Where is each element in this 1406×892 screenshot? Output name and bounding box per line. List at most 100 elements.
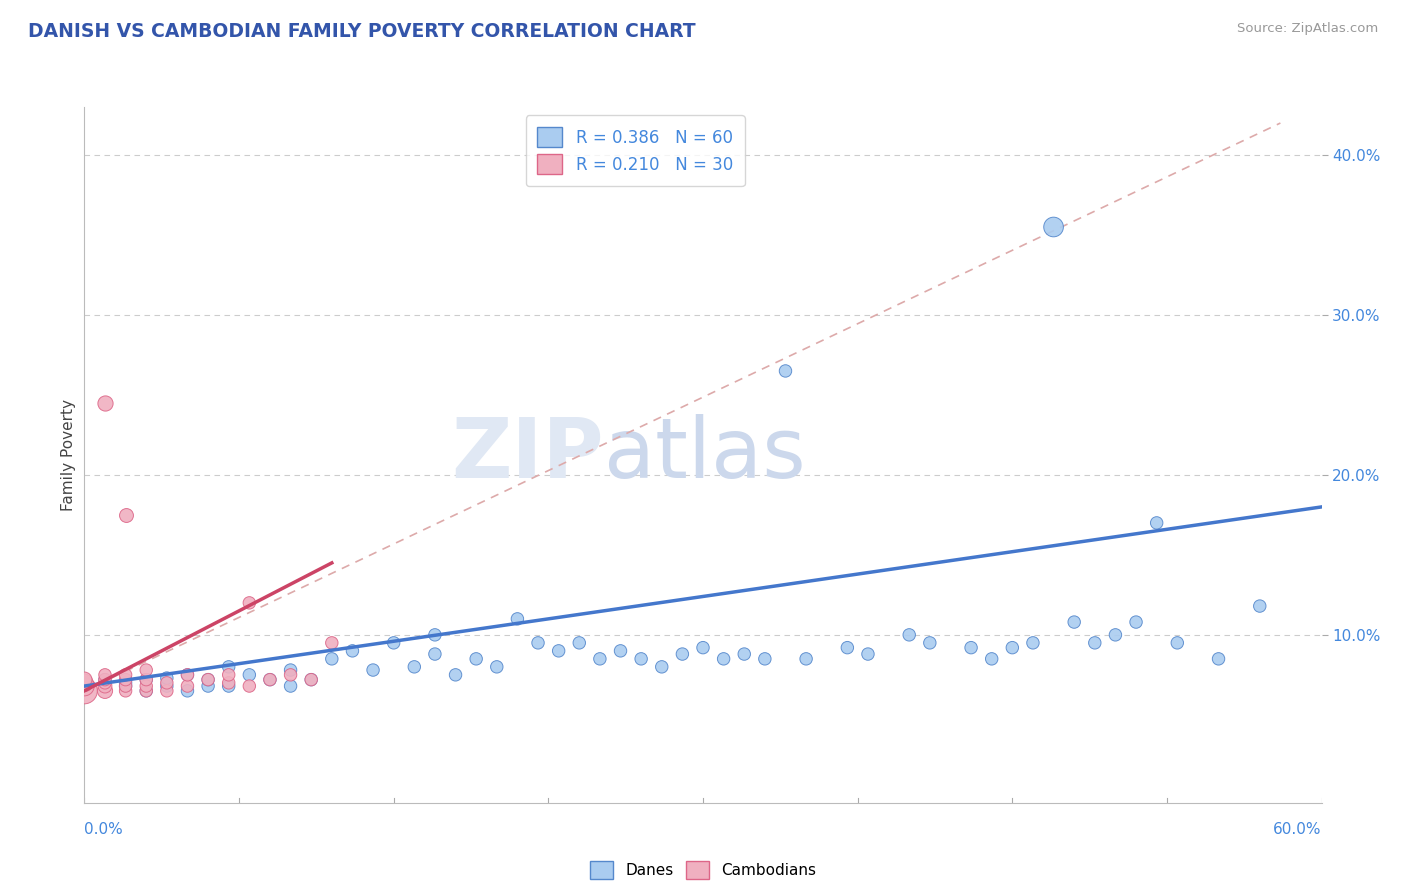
Point (280, 663, 302, 677)
Point (238, 679, 260, 693)
Point (423, 628, 446, 642)
Point (156, 676, 179, 690)
Point (114, 679, 136, 693)
Point (423, 647, 446, 661)
Point (382, 636, 405, 650)
Point (1084, 636, 1107, 650)
Text: 0.0%: 0.0% (84, 822, 124, 837)
Point (156, 683, 179, 698)
Point (238, 596, 260, 610)
Point (444, 668, 467, 682)
Point (609, 644, 631, 658)
Point (404, 660, 426, 674)
Point (94, 673, 117, 687)
Point (547, 644, 569, 658)
Point (197, 673, 219, 687)
Point (1104, 628, 1126, 642)
Point (898, 628, 921, 642)
Point (73, 679, 96, 693)
Point (218, 668, 240, 682)
Point (73, 673, 96, 687)
Text: atlas: atlas (605, 415, 806, 495)
Point (1166, 636, 1188, 650)
Point (135, 683, 157, 698)
Point (856, 647, 879, 661)
Point (73, 683, 96, 698)
Point (342, 644, 364, 658)
Text: Source: ZipAtlas.com: Source: ZipAtlas.com (1237, 22, 1378, 36)
Point (176, 668, 198, 682)
Point (135, 673, 157, 687)
Point (1022, 636, 1045, 650)
Point (114, 679, 136, 693)
Point (1208, 652, 1230, 666)
Point (754, 652, 776, 666)
Point (114, 508, 136, 522)
Point (259, 673, 281, 687)
Point (176, 683, 198, 698)
Point (918, 636, 941, 650)
Point (218, 660, 240, 674)
Point (218, 676, 240, 690)
Legend: Danes, Cambodians: Danes, Cambodians (583, 855, 823, 886)
Point (94, 683, 117, 698)
Text: 60.0%: 60.0% (1274, 822, 1322, 837)
Point (630, 652, 652, 666)
Point (135, 679, 157, 693)
Point (589, 652, 612, 666)
Point (218, 679, 240, 693)
Point (794, 652, 817, 666)
Point (135, 683, 157, 698)
Point (1001, 640, 1024, 655)
Point (114, 673, 136, 687)
Point (321, 652, 343, 666)
Point (1063, 615, 1085, 629)
Point (960, 640, 983, 655)
Point (94, 679, 117, 693)
Point (1146, 516, 1168, 530)
Point (980, 652, 1002, 666)
Point (94, 396, 117, 410)
Point (361, 663, 384, 677)
Point (1125, 615, 1147, 629)
Point (280, 679, 302, 693)
Point (692, 640, 714, 655)
Point (506, 612, 529, 626)
Point (651, 660, 673, 674)
Point (114, 683, 136, 698)
Text: DANISH VS CAMBODIAN FAMILY POVERTY CORRELATION CHART: DANISH VS CAMBODIAN FAMILY POVERTY CORRE… (28, 22, 696, 41)
Point (485, 660, 508, 674)
Point (114, 676, 136, 690)
Point (73, 676, 96, 690)
Point (465, 652, 488, 666)
Point (775, 364, 797, 378)
Point (259, 673, 281, 687)
Point (135, 673, 157, 687)
Point (321, 636, 343, 650)
Point (713, 652, 735, 666)
Point (671, 647, 693, 661)
Point (197, 679, 219, 693)
Point (299, 673, 322, 687)
Point (135, 663, 157, 677)
Point (114, 668, 136, 682)
Point (1042, 219, 1064, 234)
Point (527, 636, 550, 650)
Point (94, 676, 117, 690)
Point (568, 636, 591, 650)
Point (176, 668, 198, 682)
Point (94, 668, 117, 682)
Point (156, 671, 179, 685)
Point (238, 668, 260, 682)
Point (176, 679, 198, 693)
Point (733, 647, 755, 661)
Point (280, 668, 302, 682)
Text: ZIP: ZIP (451, 415, 605, 495)
Point (1249, 599, 1271, 613)
Point (837, 640, 859, 655)
Point (156, 679, 179, 693)
Point (197, 673, 219, 687)
Point (299, 673, 322, 687)
Y-axis label: Family Poverty: Family Poverty (60, 399, 76, 511)
Point (94, 673, 117, 687)
